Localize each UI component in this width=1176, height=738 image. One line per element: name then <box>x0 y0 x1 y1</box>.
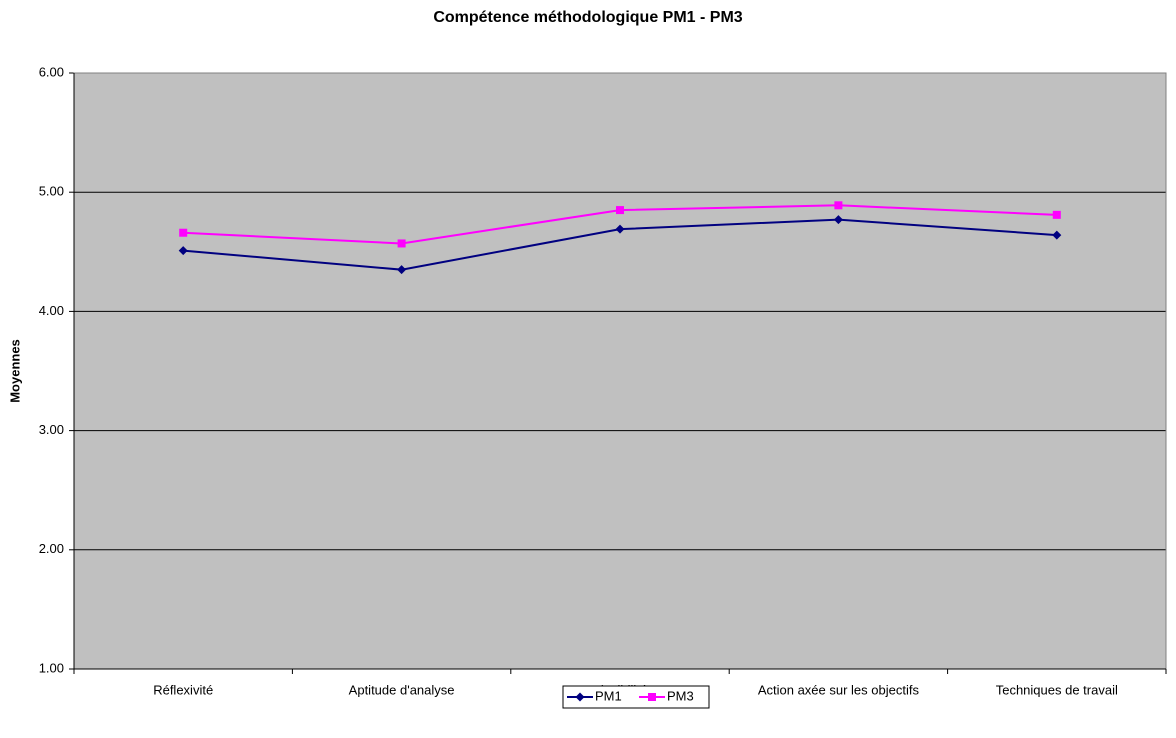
y-tick-label: 5.00 <box>39 184 64 199</box>
legend-marker <box>648 693 656 701</box>
legend-box <box>562 685 710 709</box>
marker <box>397 239 406 248</box>
marker <box>615 224 625 234</box>
legend-marker <box>575 692 585 702</box>
legend: PM1 PM3 <box>562 685 710 709</box>
y-tick-label: 6.00 <box>39 64 64 79</box>
y-tick-label: 4.00 <box>39 303 64 318</box>
marker <box>179 228 188 237</box>
marker <box>834 201 843 210</box>
plot-area <box>74 73 1166 669</box>
y-tick-label: 2.00 <box>39 541 64 556</box>
legend-label: PM1 <box>595 688 622 703</box>
marker <box>397 265 407 275</box>
x-tick-label: Aptitude d'analyse <box>349 682 455 697</box>
marker <box>178 246 188 256</box>
y-tick-label: 1.00 <box>39 660 64 675</box>
marker <box>1052 230 1062 240</box>
marker <box>1052 210 1061 219</box>
marker <box>833 215 843 225</box>
marker <box>616 206 624 215</box>
x-tick-label: Action axée sur les objectifs <box>758 682 920 697</box>
x-tick-label: Techniques de travail <box>996 682 1118 697</box>
y-axis-label: Moyennes <box>7 339 22 403</box>
y-tick-label: 3.00 <box>39 422 64 437</box>
legend-label: PM3 <box>667 688 694 703</box>
chart-title: Compétence méthodologique PM1 - PM3 <box>433 9 742 26</box>
x-tick-label: Réflexivité <box>153 682 213 697</box>
